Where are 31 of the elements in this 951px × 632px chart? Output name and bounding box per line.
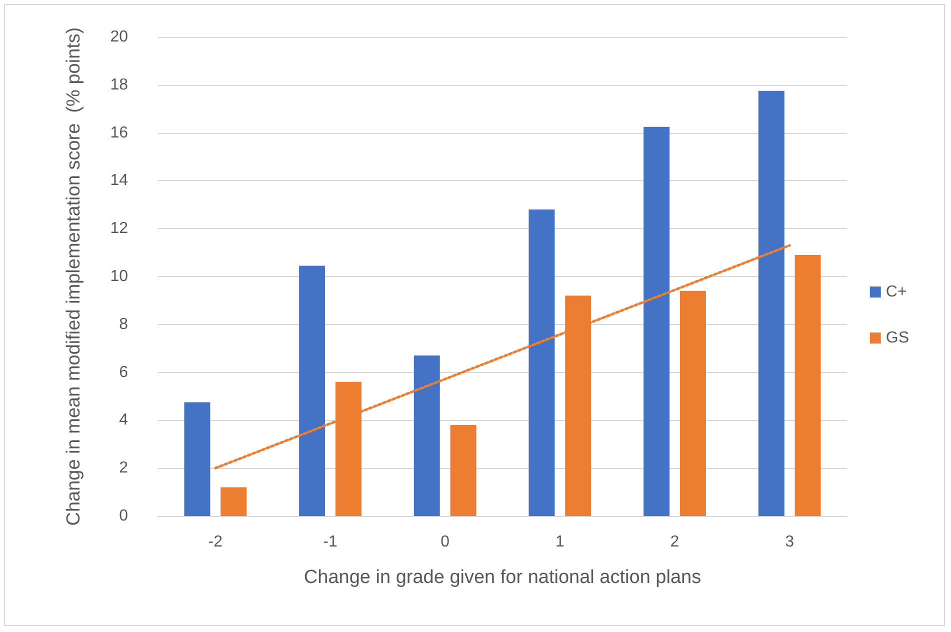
- bar: [794, 254, 821, 516]
- x-tick-label: 1: [555, 534, 564, 550]
- bar: [299, 266, 326, 516]
- y-axis-title: Change in mean modified implementation score (% points): [64, 27, 84, 526]
- bar: [758, 90, 784, 516]
- x-tick-label: 3: [785, 534, 794, 550]
- y-tick-label: 20: [110, 28, 128, 46]
- y-tick-label: 4: [119, 412, 128, 429]
- x-tick-label: 2: [670, 534, 680, 550]
- legend-label: GS: [886, 330, 910, 346]
- y-tick-label: 10: [110, 268, 128, 285]
- y-tick-label: 2: [119, 460, 128, 477]
- bar: [220, 487, 247, 516]
- y-tick-label: 0: [119, 508, 128, 524]
- bar: [644, 126, 670, 516]
- bar: [680, 290, 706, 516]
- x-axis-title: Change in grade given for national action plans: [304, 567, 702, 588]
- y-tick-label: 14: [110, 172, 128, 190]
- bar: [184, 402, 210, 516]
- y-tick-label: 12: [110, 220, 128, 238]
- bar: [414, 356, 440, 516]
- legend-label: C+: [886, 284, 907, 300]
- x-tick-label: -1: [323, 534, 338, 550]
- x-tick-label: 0: [440, 534, 450, 550]
- y-tick-label: 6: [119, 364, 128, 381]
- x-tick-label: -2: [208, 534, 223, 550]
- y-tick-label: 18: [110, 76, 128, 94]
- bar: [450, 424, 476, 516]
- y-tick-label: 16: [110, 124, 128, 142]
- bar: [528, 209, 555, 516]
- y-tick-label: 8: [119, 316, 128, 333]
